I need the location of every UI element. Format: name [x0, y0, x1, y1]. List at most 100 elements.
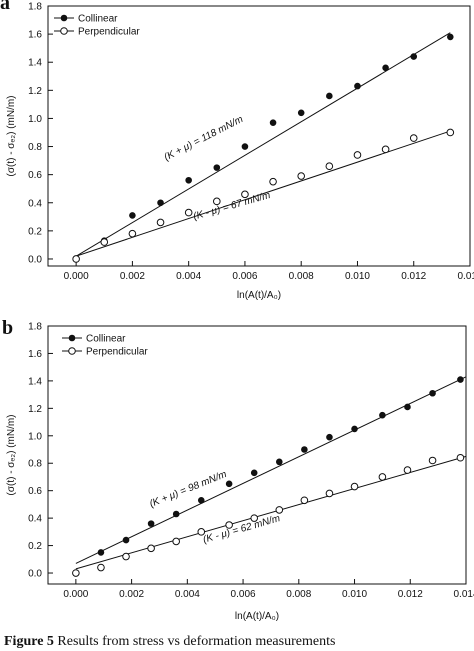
data-point-collinear	[172, 510, 180, 518]
data-point-perpendicular	[378, 473, 387, 481]
x-tick-label: 0.006	[232, 271, 257, 282]
data-point-collinear	[122, 536, 130, 544]
data-point-collinear	[197, 496, 205, 504]
y-tick-label: 0.0	[28, 254, 42, 265]
data-point-perpendicular	[269, 177, 277, 186]
legend-label: Perpendicular	[86, 347, 148, 358]
x-tick-label: 0.000	[64, 271, 89, 282]
data-point-collinear	[225, 480, 233, 488]
data-point-collinear	[326, 92, 333, 100]
y-tick-label: 1.6	[28, 349, 42, 360]
y-tick-label: 1.2	[28, 404, 42, 415]
data-point-perpendicular	[403, 466, 412, 474]
y-tick-label: 0.4	[28, 514, 42, 525]
y-axis-label: (σ(t) - σₑ₂) (mN/m)	[6, 414, 17, 495]
legend-label: Collinear	[86, 334, 126, 345]
x-axis-label: ln(A(t)/A₀)	[235, 611, 279, 622]
data-point-collinear	[326, 433, 333, 441]
y-tick-label: 1.0	[28, 431, 42, 442]
y-tick-label: 0.6	[28, 170, 42, 181]
data-point-perpendicular	[275, 506, 284, 514]
data-point-perpendicular	[241, 190, 249, 199]
legend-marker	[68, 347, 76, 355]
y-tick-label: 1.8	[28, 322, 42, 333]
x-tick-label: 0.000	[63, 589, 88, 600]
data-point-perpendicular	[184, 208, 193, 217]
x-tick-label: 0.012	[398, 589, 423, 600]
data-point-collinear	[157, 199, 164, 207]
plot-frame	[47, 325, 467, 585]
caption-label: Figure 5	[4, 634, 54, 649]
data-point-perpendicular	[428, 456, 437, 465]
data-point-collinear	[250, 469, 258, 477]
data-point-perpendicular	[381, 145, 390, 154]
x-tick-label: 0.006	[231, 589, 256, 600]
data-point-collinear	[213, 164, 221, 171]
data-point-perpendicular	[197, 528, 206, 536]
data-point-perpendicular	[213, 197, 221, 206]
data-point-perpendicular	[172, 537, 180, 546]
x-tick-label: 0.012	[401, 271, 426, 282]
fit-line-collinear	[75, 32, 451, 257]
fit-annotation: (K + μ) = 118 mN/m	[163, 114, 245, 163]
legend-marker	[60, 14, 68, 22]
y-tick-label: 0.2	[28, 226, 42, 237]
x-tick-label: 0.014	[453, 589, 474, 600]
panel-letter-b: b	[2, 317, 14, 339]
y-tick-label: 1.6	[28, 30, 42, 41]
data-point-collinear	[379, 411, 386, 419]
data-point-perpendicular	[147, 544, 155, 553]
data-point-perpendicular	[128, 229, 137, 238]
x-axis-label: ln(A(t)/A₀)	[237, 290, 281, 301]
data-point-perpendicular	[325, 162, 334, 171]
data-point-perpendicular	[409, 134, 418, 142]
data-point-perpendicular	[122, 552, 130, 561]
data-point-perpendicular	[97, 563, 105, 572]
y-tick-label: 1.2	[28, 86, 42, 97]
data-point-perpendicular	[250, 514, 259, 522]
chart-a: 0.000 0.002 0.004 0.006 0.008 0.010 0.012 0.014…	[6, 2, 474, 302]
x-tick-label: 0.002	[119, 589, 144, 600]
x-tick-label: 0.004	[176, 271, 201, 282]
y-tick-label: 0.8	[28, 459, 42, 470]
data-point-collinear	[269, 119, 277, 126]
data-point-perpendicular	[456, 453, 465, 462]
data-point-perpendicular	[350, 482, 359, 491]
data-point-perpendicular	[353, 151, 362, 159]
fit-line-collinear	[75, 376, 467, 564]
data-point-collinear	[457, 376, 464, 383]
y-tick-label: 1.0	[28, 114, 42, 125]
data-point-collinear	[351, 425, 358, 433]
panel-a: a 0.000 0.002 0.004 0.006 0.008 0.010 0.012 0.0…	[0, 0, 474, 315]
data-point-perpendicular	[156, 218, 165, 227]
data-point-collinear	[185, 176, 192, 184]
panel-b: b 0.000 0.002 0.004 0.006 0.008 0.010 0.012 0.0…	[0, 317, 474, 636]
y-tick-label: 0.0	[28, 569, 42, 580]
fit-line-perpendicular	[75, 455, 467, 570]
x-tick-label: 0.002	[120, 271, 145, 282]
data-point-perpendicular	[297, 172, 306, 180]
data-point-perpendicular	[72, 569, 80, 577]
data-point-perpendicular	[100, 238, 109, 246]
x-tick-label: 0.010	[342, 589, 367, 600]
y-tick-label: 0.4	[28, 198, 42, 209]
data-point-collinear	[410, 53, 418, 60]
legend-label: Perpendicular	[78, 27, 140, 38]
y-tick-label: 0.2	[28, 541, 42, 552]
x-tick-label: 0.004	[175, 589, 200, 600]
data-point-perpendicular	[225, 521, 233, 529]
y-tick-label: 0.8	[28, 142, 42, 153]
y-tick-label: 1.4	[28, 376, 42, 387]
data-point-collinear	[97, 549, 105, 556]
data-point-collinear	[354, 82, 361, 90]
y-tick-label: 0.6	[28, 486, 42, 497]
data-point-collinear	[447, 33, 454, 41]
data-point-collinear	[404, 403, 411, 411]
data-point-collinear	[147, 520, 155, 527]
legend-marker	[68, 334, 76, 342]
legend-marker	[60, 27, 68, 35]
x-tick-label: 0.010	[345, 271, 370, 282]
data-point-collinear	[429, 389, 436, 397]
data-point-perpendicular	[446, 128, 455, 137]
panel-letter-a: a	[0, 0, 10, 14]
